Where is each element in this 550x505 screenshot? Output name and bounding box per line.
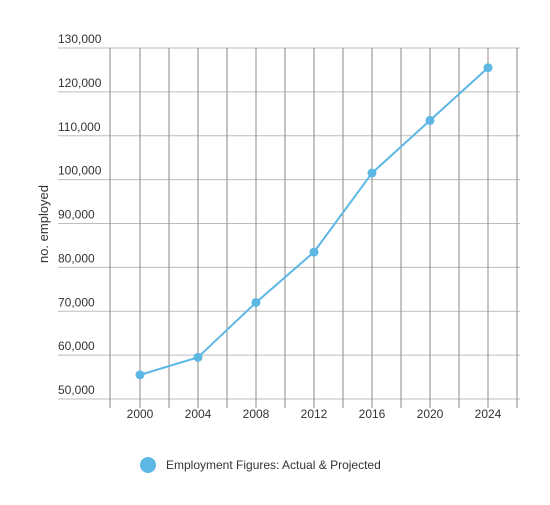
x-tick-label: 2004 bbox=[185, 407, 212, 421]
data-point bbox=[425, 115, 435, 125]
legend: Employment Figures: Actual & Projected bbox=[140, 457, 381, 473]
y-tick-label: 100,000 bbox=[58, 164, 102, 178]
data-point bbox=[193, 352, 203, 362]
y-tick-label: 110,000 bbox=[58, 120, 101, 134]
x-axis-ticks: 2000 2004 2008 2012 2016 2020 2024 bbox=[127, 407, 502, 421]
x-tick-label: 2016 bbox=[359, 407, 386, 421]
x-tick-label: 2020 bbox=[417, 407, 444, 421]
y-axis-title: no. employed bbox=[36, 185, 51, 263]
y-tick-label: 90,000 bbox=[58, 208, 95, 222]
grid bbox=[58, 47, 520, 408]
y-tick-label: 50,000 bbox=[58, 383, 95, 397]
data-point bbox=[251, 297, 261, 307]
data-point bbox=[309, 247, 319, 257]
data-point bbox=[483, 63, 493, 73]
x-tick-label: 2012 bbox=[301, 407, 328, 421]
y-tick-label: 130,000 bbox=[58, 32, 102, 46]
data-point bbox=[367, 168, 377, 178]
y-tick-label: 80,000 bbox=[58, 251, 95, 265]
x-tick-label: 2024 bbox=[475, 407, 502, 421]
x-tick-label: 2008 bbox=[243, 407, 270, 421]
legend-marker bbox=[140, 457, 156, 473]
y-tick-label: 60,000 bbox=[58, 339, 95, 353]
series-group bbox=[135, 63, 493, 380]
y-axis-ticks: 50,000 60,000 70,000 80,000 90,000 100,000 110… bbox=[58, 32, 102, 397]
legend-label: Employment Figures: Actual & Projected bbox=[166, 458, 381, 472]
data-point bbox=[135, 370, 145, 380]
y-tick-label: 70,000 bbox=[58, 295, 95, 309]
y-tick-label: 120,000 bbox=[58, 76, 102, 90]
x-tick-label: 2000 bbox=[127, 407, 154, 421]
